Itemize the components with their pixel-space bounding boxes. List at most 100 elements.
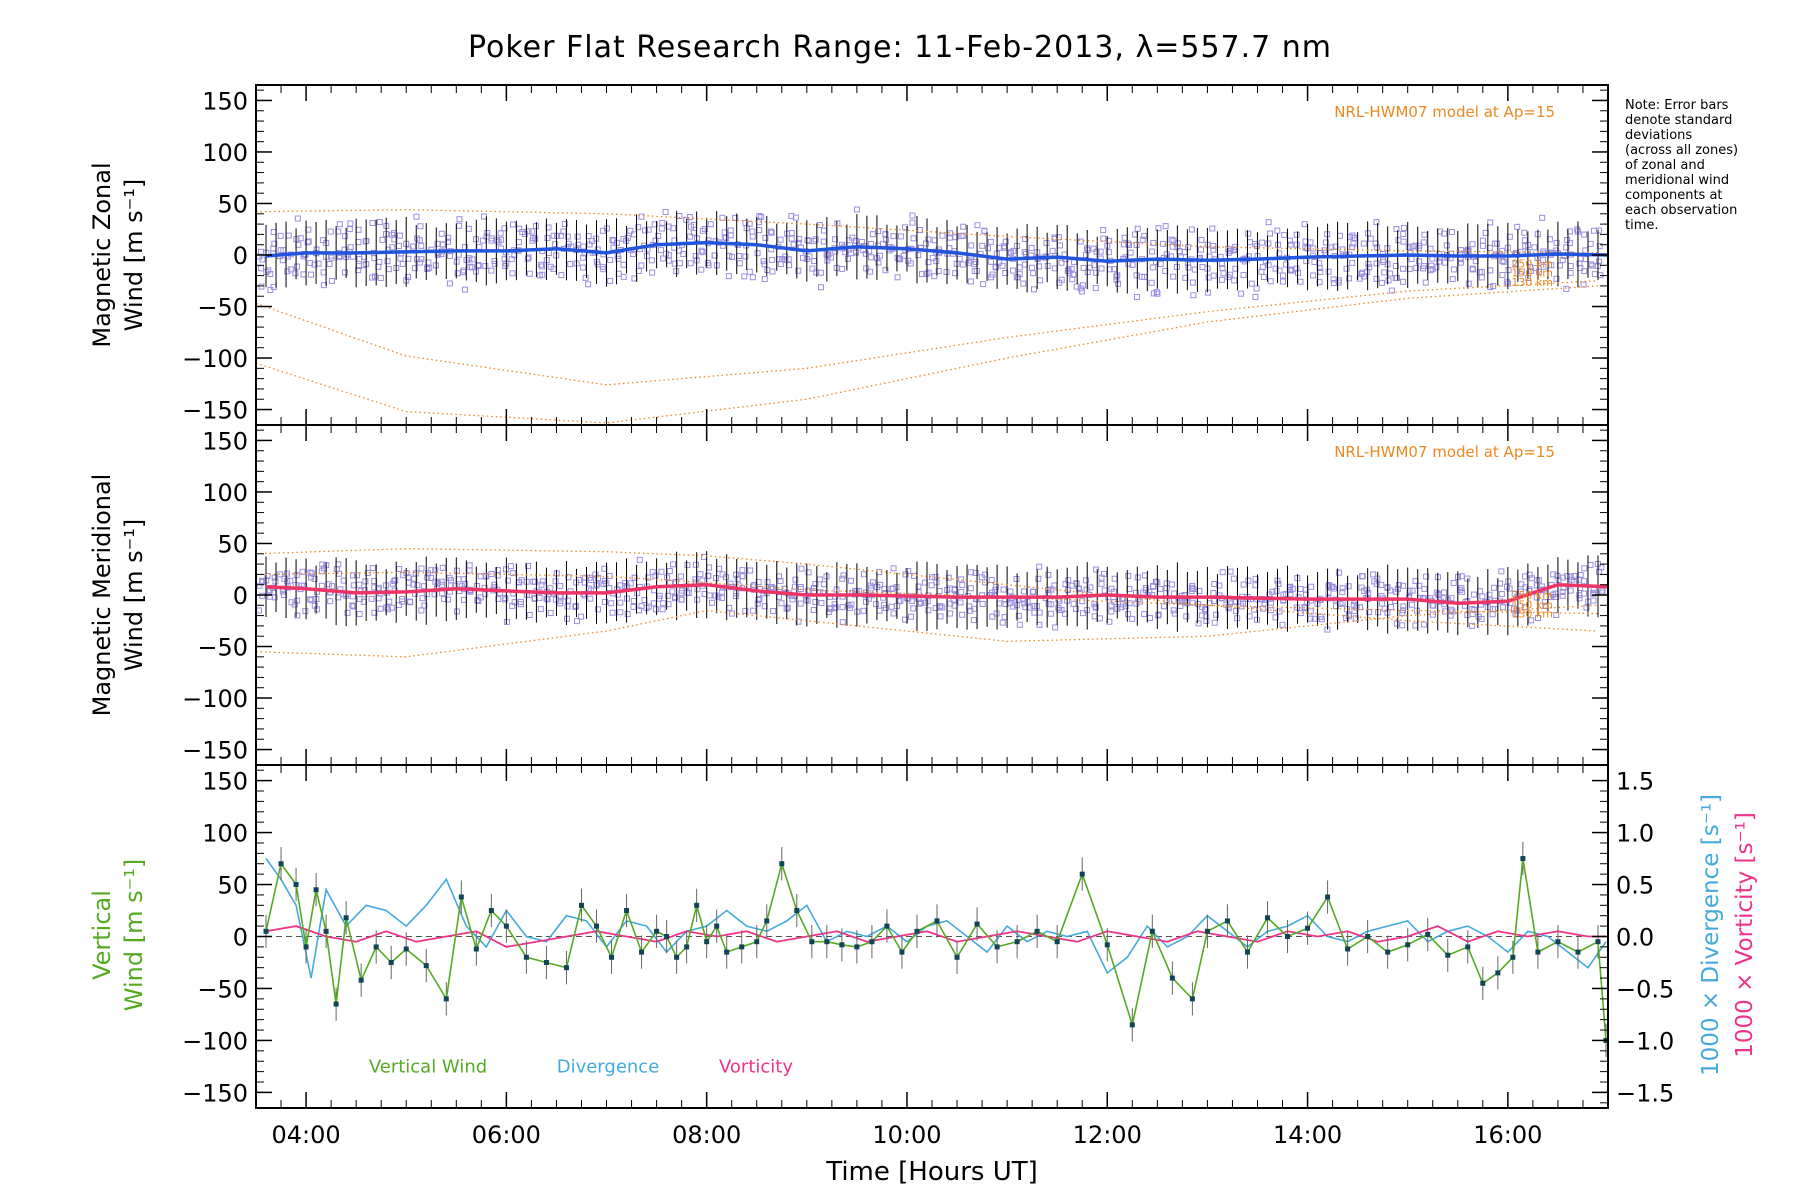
- data-point: [915, 583, 922, 590]
- data-point: [544, 596, 551, 603]
- data-point: [905, 567, 912, 574]
- data-point: [524, 255, 531, 262]
- data-point: [988, 258, 995, 265]
- data-point: [376, 258, 383, 265]
- data-point: [631, 574, 638, 581]
- data-point: [630, 231, 637, 238]
- data-point: [655, 232, 662, 239]
- data-point: [1518, 581, 1525, 588]
- data-point: [1345, 583, 1352, 590]
- data-point: [974, 222, 981, 229]
- data-point: [482, 263, 489, 270]
- data-point: [1429, 611, 1436, 618]
- vertical-wind-point: [293, 882, 299, 888]
- data-point: [762, 234, 769, 241]
- data-point: [1470, 591, 1477, 598]
- data-point: [1450, 266, 1457, 273]
- error-bar-note: Note: Error bars denote standard deviati…: [1625, 98, 1795, 233]
- data-point: [469, 256, 476, 263]
- data-point: [1056, 242, 1063, 249]
- data-point: [993, 583, 1000, 590]
- data-point: [1316, 260, 1323, 267]
- data-point: [379, 236, 386, 243]
- data-point: [1070, 600, 1077, 607]
- data-point: [1149, 248, 1156, 255]
- data-point: [1393, 620, 1400, 627]
- data-point: [536, 594, 543, 601]
- data-point: [1195, 620, 1202, 627]
- data-point: [1487, 219, 1494, 226]
- data-point: [1297, 278, 1304, 285]
- data-point: [1251, 606, 1258, 613]
- model-label: NRL-HWM07 model at Ap=15: [1334, 103, 1555, 121]
- data-point: [545, 250, 552, 257]
- data-point: [1227, 568, 1234, 575]
- data-point: [391, 578, 398, 585]
- vertical-wind-point: [1495, 970, 1501, 976]
- data-point: [664, 574, 671, 581]
- data-point: [706, 564, 713, 571]
- data-point: [1420, 621, 1427, 628]
- data-point: [1016, 264, 1023, 271]
- vertical-wind-point: [694, 902, 700, 908]
- data-point: [925, 259, 932, 266]
- data-point: [473, 582, 480, 589]
- data-point: [1260, 274, 1267, 281]
- data-point: [1062, 581, 1069, 588]
- data-point: [609, 609, 616, 616]
- data-point: [1385, 277, 1392, 284]
- vertical-wind-point: [664, 934, 670, 939]
- vertical-wind-point: [1169, 975, 1175, 981]
- data-point: [1310, 245, 1317, 252]
- data-point: [356, 581, 363, 588]
- data-point: [900, 252, 907, 259]
- data-point: [427, 575, 434, 582]
- note-line: time.: [1625, 218, 1659, 233]
- data-point: [673, 579, 680, 585]
- data-point: [526, 270, 533, 277]
- x-tick-label: 06:00: [472, 1121, 541, 1149]
- data-point: [839, 604, 846, 611]
- vertical-wind-point: [809, 939, 815, 945]
- data-point: [539, 578, 546, 585]
- y-tick-label: −100: [182, 1027, 248, 1055]
- data-point: [1002, 269, 1009, 276]
- model-label: NRL-HWM07 model at Ap=15: [1334, 443, 1555, 461]
- data-point: [795, 618, 802, 625]
- y-tick-label: 50: [217, 872, 248, 900]
- data-point: [638, 262, 645, 269]
- data-point: [852, 237, 859, 244]
- data-point: [1415, 258, 1422, 265]
- data-point: [1036, 263, 1043, 270]
- data-point: [917, 227, 924, 234]
- data-point: [902, 616, 909, 623]
- data-point: [671, 244, 678, 251]
- data-point: [1421, 585, 1428, 592]
- data-point: [984, 245, 991, 252]
- data-point: [758, 214, 765, 221]
- vertical-wind-point: [503, 923, 509, 929]
- data-point: [652, 572, 659, 579]
- data-point: [1155, 612, 1162, 619]
- data-point: [889, 585, 896, 592]
- vertical-wind-point: [1345, 946, 1351, 952]
- data-point: [389, 231, 396, 238]
- data-point: [346, 226, 353, 233]
- data-point: [1587, 261, 1594, 268]
- data-point: [418, 607, 425, 614]
- data-point: [1420, 265, 1427, 272]
- data-point: [1503, 278, 1510, 285]
- data-point: [1075, 585, 1082, 592]
- data-point: [375, 595, 382, 602]
- data-point: [284, 578, 291, 585]
- data-point: [1142, 587, 1149, 594]
- data-point: [563, 615, 570, 622]
- data-point: [1433, 264, 1440, 271]
- data-point: [525, 562, 532, 569]
- vertical-wind-point: [358, 977, 364, 983]
- data-point: [369, 274, 376, 281]
- data-point: [1540, 257, 1547, 264]
- data-point: [304, 239, 311, 246]
- data-point: [935, 268, 942, 275]
- data-point: [607, 256, 614, 263]
